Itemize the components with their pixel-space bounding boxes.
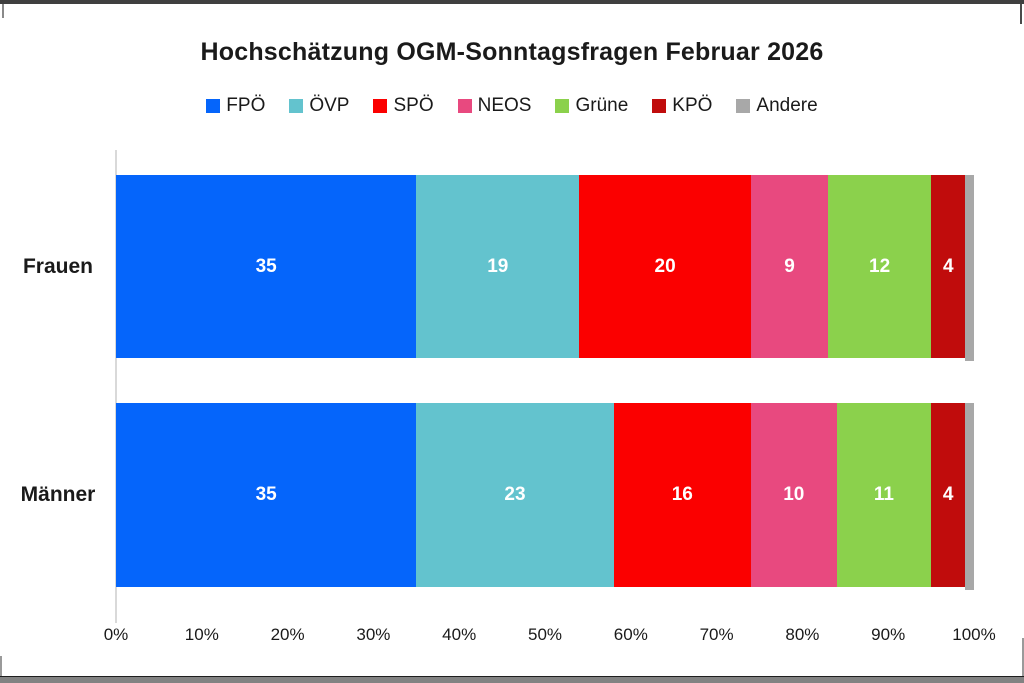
stacked-bar: 35 19 20 9 12 4 xyxy=(116,175,974,361)
frame-border-bottom xyxy=(0,676,1024,683)
legend-item-neos: NEOS xyxy=(457,95,532,117)
x-axis-tick-label: 80% xyxy=(785,625,820,644)
legend-label: SPÖ xyxy=(393,95,434,116)
legend-swatch-icon xyxy=(289,99,304,113)
data-label: 23 xyxy=(504,484,526,505)
legend-label: Grüne xyxy=(575,95,629,116)
legend-item-fpö: FPÖ xyxy=(206,95,265,117)
data-label: 16 xyxy=(671,484,693,505)
bar-segment-fpö: 35 xyxy=(116,403,417,587)
legend-label: NEOS xyxy=(477,95,532,116)
legend-swatch-icon xyxy=(736,99,751,113)
bar-segment-kpö: 4 xyxy=(931,175,966,358)
frame-corner-tick-bottom-right xyxy=(1022,638,1024,676)
x-axis: 0% 10% 20% 30% 40% 50% 60% 70% 80% 90% 100% xyxy=(0,625,1024,649)
chart-legend: FPÖ ÖVP SPÖ NEOS Grüne KPÖ Andere xyxy=(0,95,1024,117)
frame-border-top xyxy=(0,0,1024,4)
x-axis-tick-label: 60% xyxy=(613,625,648,644)
bar-segment-spö: 16 xyxy=(613,403,751,587)
x-axis-tick-label: 90% xyxy=(871,625,906,644)
data-label: 10 xyxy=(783,484,805,505)
legend-item-övp: ÖVP xyxy=(289,95,349,117)
bar-segment-andere xyxy=(965,175,974,361)
x-axis-tick-label: 10% xyxy=(184,625,219,644)
x-axis-tick-label: 100% xyxy=(952,625,996,644)
legend-swatch-icon xyxy=(457,99,472,113)
x-axis-tick-label: 50% xyxy=(527,625,563,644)
data-label: 19 xyxy=(487,255,509,277)
data-label: 4 xyxy=(942,255,954,277)
y-axis-line xyxy=(115,150,117,623)
bar-segment-övp: 19 xyxy=(416,175,580,358)
frame-corner-tick-top-left xyxy=(2,4,4,18)
category-label: Männer xyxy=(20,483,96,506)
legend-label: KPÖ xyxy=(672,95,713,116)
bar-segment-kpö: 4 xyxy=(931,403,966,587)
bar-segment-övp: 23 xyxy=(416,403,614,587)
stacked-bar: 35 23 16 10 11 4 xyxy=(116,403,974,590)
frame-corner-tick-top-right xyxy=(1020,4,1022,24)
legend-swatch-icon xyxy=(373,99,388,113)
legend-item-kpö: KPÖ xyxy=(652,95,712,117)
bar-segment-andere xyxy=(965,403,974,590)
bar-segment-grüne: 11 xyxy=(836,403,932,587)
legend-item-spö: SPÖ xyxy=(373,95,434,117)
bar-segment-spö: 20 xyxy=(579,175,751,358)
x-axis-tick-label: 70% xyxy=(699,625,734,644)
data-label: 35 xyxy=(255,484,277,505)
x-axis-tick-label: 40% xyxy=(442,625,477,644)
x-axis-tick-label: 0% xyxy=(103,625,129,644)
category-label: Frauen xyxy=(22,254,93,278)
legend-swatch-icon xyxy=(206,99,221,113)
bar-row-frauen: Frauen 35 19 20 9 12 4 xyxy=(0,175,1024,361)
legend-label: FPÖ xyxy=(226,95,266,116)
bar-segment-neos: 9 xyxy=(750,175,829,358)
legend-item-andere: Andere xyxy=(736,95,818,117)
data-label: 11 xyxy=(873,484,894,505)
data-label: 4 xyxy=(942,484,954,505)
data-label: 35 xyxy=(255,255,277,277)
legend-swatch-icon xyxy=(555,99,570,113)
bar-segment-neos: 10 xyxy=(750,403,837,587)
x-axis-tick-label: 20% xyxy=(270,625,305,644)
data-label: 9 xyxy=(784,255,795,277)
x-axis-tick-label: 30% xyxy=(356,625,391,644)
data-label: 20 xyxy=(654,255,676,277)
bar-segment-fpö: 35 xyxy=(116,175,417,358)
frame-corner-tick-bottom-left xyxy=(0,656,2,676)
legend-label: Andere xyxy=(756,95,818,116)
bar-segment-grüne: 12 xyxy=(828,175,932,358)
legend-swatch-icon xyxy=(652,99,667,113)
plot-area: Frauen 35 19 20 9 12 4 Männer 35 23 16 10 11 4 xyxy=(0,150,1024,623)
legend-label: ÖVP xyxy=(309,95,350,116)
bar-row-männer: Männer 35 23 16 10 11 4 xyxy=(0,403,1024,590)
legend-item-grüne: Grüne xyxy=(555,95,628,117)
data-label: 12 xyxy=(869,255,891,277)
chart-title: Hochschätzung OGM-Sonntagsfragen Februar… xyxy=(200,38,824,66)
